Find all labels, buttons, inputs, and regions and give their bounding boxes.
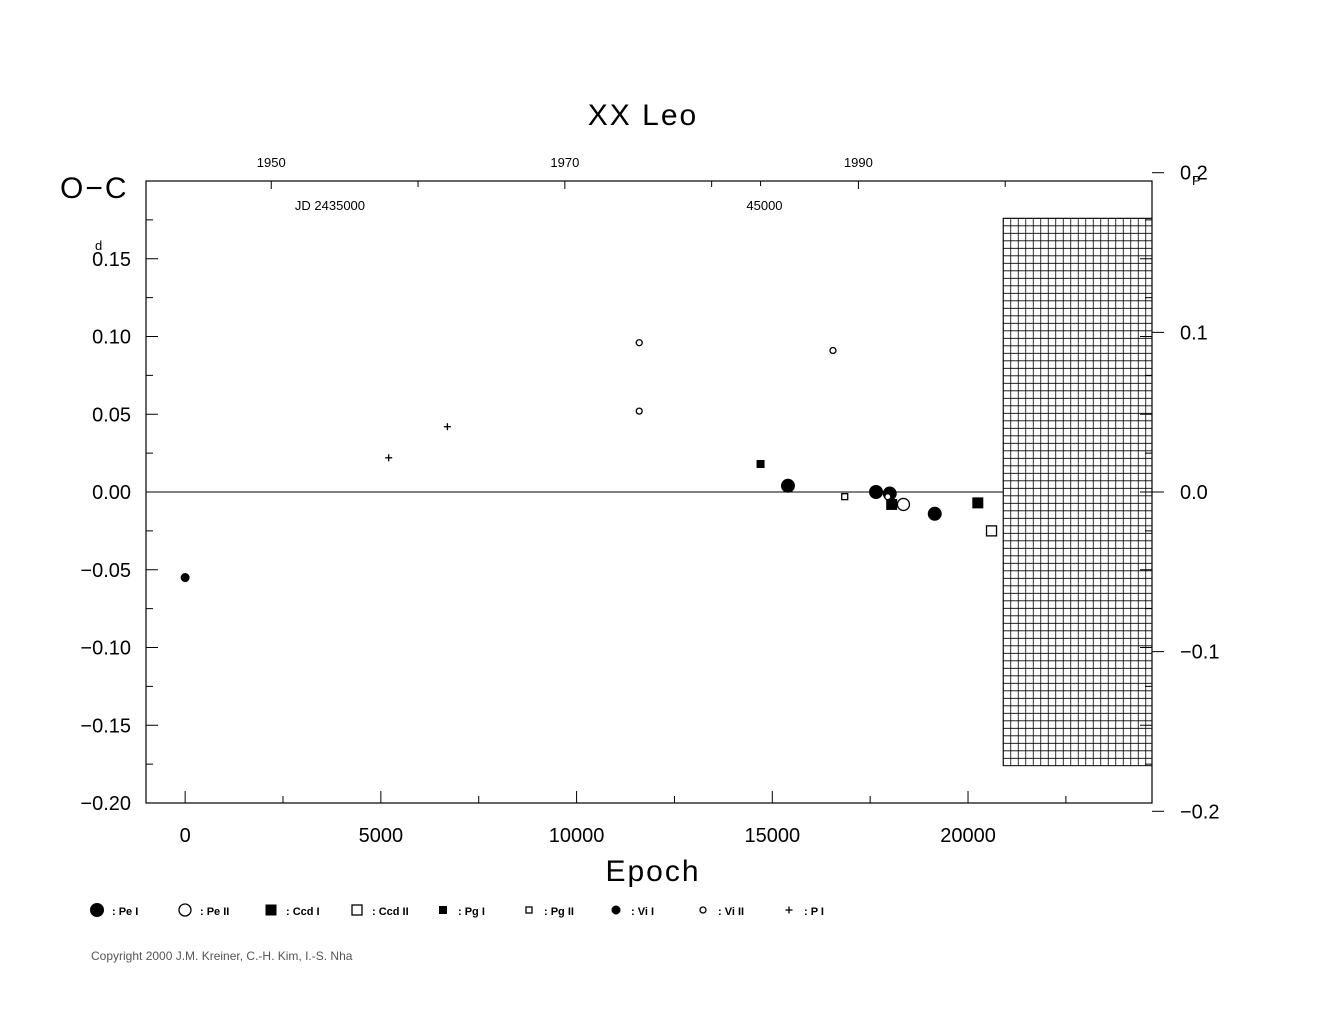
legend-label: : Vi II — [718, 906, 744, 918]
y-tick-label: −0.20 — [80, 793, 131, 815]
x-tick-label: 15000 — [744, 825, 800, 847]
axes — [145, 180, 1153, 804]
legend-symbol-plus — [785, 906, 793, 914]
legend-label: : Pe II — [200, 906, 229, 918]
y-tick-label: 0.15 — [92, 249, 131, 271]
top-year-label: 1970 — [550, 155, 579, 170]
tick-marks — [146, 172, 1164, 812]
data-point-pe-i — [869, 485, 884, 499]
y-tick-label: 0.00 — [92, 482, 131, 504]
data-point-pe-i — [927, 506, 942, 521]
data-point-ccd-i — [886, 498, 898, 510]
y-tick-label: −0.05 — [80, 560, 131, 582]
data-points — [180, 339, 998, 583]
legend-label: : Pg I — [458, 906, 485, 918]
y-tick-label: 0.05 — [92, 404, 131, 426]
data-point-vi-ii — [884, 493, 892, 501]
legend-label: : Pe I — [112, 906, 138, 918]
y-axis-title: O−C — [60, 172, 129, 205]
data-point-p-i — [385, 454, 393, 462]
legend-symbol-square-filled-small — [439, 906, 447, 914]
chart-title: XX Leo — [588, 99, 698, 132]
y2-axis-unit: P — [1192, 173, 1201, 188]
legend-symbol-square-filled-large — [265, 904, 277, 916]
jd-label: 45000 — [746, 198, 782, 213]
x-axis-title: Epoch — [605, 855, 700, 888]
tick-labels: 0 5000 10000 15000 20000 1950 1970 1990 JD 24350… — [80, 155, 1219, 847]
legend-label: : P I — [804, 906, 824, 918]
legend: : Pe I : Pe II : Ccd I : Ccd II : Pg I : Pg I… — [90, 903, 824, 918]
data-point-p-i — [443, 423, 451, 431]
legend-symbol-circle-open-large — [178, 903, 192, 917]
x-tick-label: 5000 — [359, 825, 404, 847]
y-tick-label: −0.15 — [80, 715, 131, 737]
data-point-pg-ii — [841, 493, 849, 501]
legend-symbol-circle-filled-small — [611, 905, 621, 915]
y2-tick-label: −0.1 — [1180, 642, 1219, 664]
x-tick-label: 0 — [180, 825, 191, 847]
legend-label: : Ccd I — [286, 906, 320, 918]
data-point-vi-ii — [829, 346, 837, 355]
data-point-vi-ii — [635, 407, 643, 415]
copyright-text: Copyright 2000 J.M. Kreiner, C.-H. Kim, … — [91, 949, 353, 963]
top-year-label: 1950 — [257, 155, 286, 170]
legend-symbol-square-open-small — [525, 906, 533, 914]
legend-symbol-square-open-large — [351, 904, 363, 916]
x-tick-label: 20000 — [940, 825, 996, 847]
data-point-ccd-i — [972, 497, 984, 509]
y2-tick-label: 0.0 — [1180, 482, 1208, 504]
data-point-pe-i — [780, 478, 795, 493]
jd-label: JD 2435000 — [295, 198, 365, 213]
top-year-label: 1990 — [844, 155, 873, 170]
y-tick-label: 0.10 — [92, 327, 131, 349]
data-point-ccd-ii — [985, 525, 998, 537]
data-point-pg-i — [756, 460, 765, 469]
data-point-pe-ii — [896, 497, 911, 512]
legend-symbol-circle-filled-large — [90, 903, 104, 917]
data-point-vi-i — [180, 573, 190, 583]
y2-tick-label: −0.2 — [1180, 801, 1219, 823]
legend-label: : Pg II — [544, 906, 574, 918]
y-tick-label: −0.10 — [80, 638, 131, 660]
legend-label: : Vi I — [631, 906, 654, 918]
hatched-region — [1002, 217, 1153, 767]
y2-tick-label: 0.1 — [1180, 322, 1208, 344]
x-tick-label: 10000 — [549, 825, 605, 847]
y2-tick-label: 0.2 — [1180, 163, 1208, 185]
data-point-vi-ii — [635, 339, 643, 347]
y-axis-unit: d — [95, 238, 102, 253]
legend-label: : Ccd II — [372, 906, 409, 918]
legend-symbol-circle-open-small — [699, 906, 707, 914]
